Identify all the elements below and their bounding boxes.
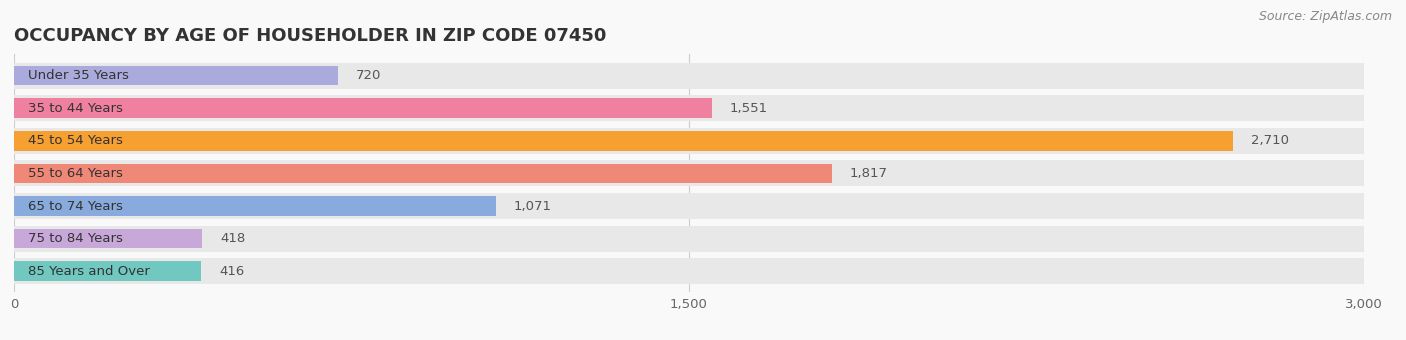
Text: 1,551: 1,551 (730, 102, 768, 115)
Bar (14, 164, 831, 183)
Text: 45 to 54 Years: 45 to 54 Years (28, 134, 122, 147)
Text: 2,710: 2,710 (1251, 134, 1289, 147)
Bar (14, 66, 337, 85)
Text: 85 Years and Over: 85 Years and Over (28, 265, 149, 278)
Text: 1,071: 1,071 (515, 200, 553, 212)
Bar (14, 225, 1364, 252)
Text: Source: ZipAtlas.com: Source: ZipAtlas.com (1258, 10, 1392, 23)
Text: Under 35 Years: Under 35 Years (28, 69, 128, 82)
Text: 720: 720 (356, 69, 381, 82)
Bar (14, 95, 1364, 121)
Text: OCCUPANCY BY AGE OF HOUSEHOLDER IN ZIP CODE 07450: OCCUPANCY BY AGE OF HOUSEHOLDER IN ZIP C… (14, 27, 606, 45)
Bar (14, 261, 201, 281)
Text: 55 to 64 Years: 55 to 64 Years (28, 167, 122, 180)
Bar (14, 229, 202, 249)
Text: 65 to 74 Years: 65 to 74 Years (28, 200, 122, 212)
Bar (14, 160, 1364, 186)
Bar (14, 131, 1233, 151)
Text: 416: 416 (219, 265, 245, 278)
Bar (14, 193, 1364, 219)
Text: 35 to 44 Years: 35 to 44 Years (28, 102, 122, 115)
Bar (14, 258, 1364, 284)
Text: 418: 418 (221, 232, 246, 245)
Bar (14, 196, 496, 216)
Bar (14, 98, 711, 118)
Bar (14, 63, 1364, 89)
Bar (14, 128, 1364, 154)
Text: 1,817: 1,817 (849, 167, 887, 180)
Text: 75 to 84 Years: 75 to 84 Years (28, 232, 122, 245)
